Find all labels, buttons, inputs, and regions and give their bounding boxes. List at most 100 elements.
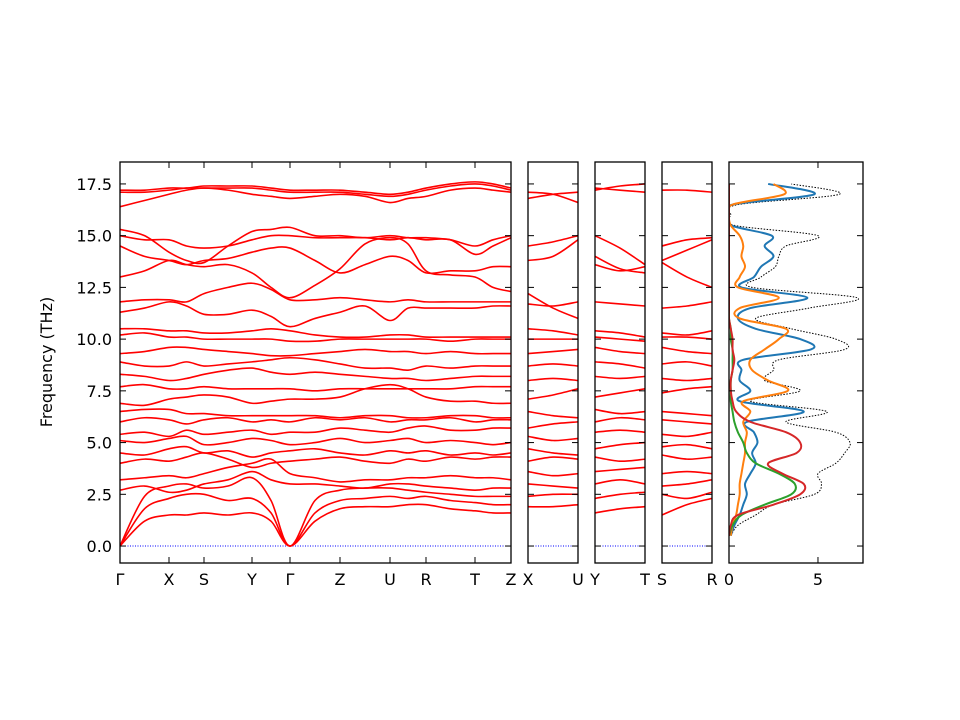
band-line (528, 421, 578, 429)
band-line (662, 361, 712, 367)
dos-line (729, 182, 816, 537)
band-line (528, 447, 578, 456)
band-line (120, 457, 511, 483)
band-line (595, 263, 645, 272)
x-tick-label: Y (589, 570, 600, 589)
dos-line (729, 183, 790, 536)
x-tick-label: Γ (116, 570, 125, 589)
band-line (595, 387, 645, 398)
y-tick-label: 15.0 (76, 227, 112, 246)
band-line (120, 492, 511, 547)
band-line (528, 470, 578, 477)
band-line (595, 375, 645, 380)
band-line (528, 239, 578, 262)
band-line (595, 187, 645, 194)
band-line (120, 282, 511, 303)
x-tick-label: U (384, 570, 396, 589)
band-line (595, 491, 645, 500)
y-tick-label: 12.5 (76, 278, 112, 297)
band-line (662, 491, 712, 500)
band-line (120, 425, 511, 438)
band-line (662, 385, 712, 394)
band-line (662, 236, 712, 247)
x-tick-label: Z (506, 570, 517, 589)
band-line (662, 346, 712, 355)
dos-line (729, 183, 807, 536)
band-line (528, 435, 578, 442)
band-line (595, 441, 645, 450)
band-line (120, 187, 511, 208)
band-line (662, 410, 712, 417)
band-line (120, 226, 511, 265)
band-line (595, 301, 645, 307)
x-tick-label: S (199, 570, 209, 589)
band-line (120, 332, 511, 343)
band-line (595, 456, 645, 463)
x-tick-label: S (657, 570, 667, 589)
band-line (120, 181, 511, 196)
band-line (528, 363, 578, 367)
band-line (662, 189, 712, 194)
band-line (120, 383, 511, 392)
band-line (120, 416, 511, 425)
x-tick-label: 0 (724, 570, 734, 589)
band-line (595, 330, 645, 338)
band-line (528, 456, 578, 462)
y-tick-label: 7.5 (87, 382, 112, 401)
y-tick-label: 10.0 (76, 330, 112, 349)
band-line (595, 346, 645, 355)
band-line (528, 234, 578, 247)
dos-line (729, 183, 860, 536)
band-line (120, 245, 511, 275)
band-line (662, 330, 712, 336)
axes-frame (661, 161, 713, 564)
band-line (662, 377, 712, 382)
band-line (662, 454, 712, 460)
band-line (595, 255, 645, 274)
band-line (595, 408, 645, 415)
band-line (120, 234, 511, 256)
band-line (528, 410, 578, 419)
band-line (120, 346, 511, 357)
band-line (528, 493, 578, 498)
x-tick-label: X (164, 570, 175, 589)
band-line (595, 429, 645, 434)
band-line (120, 327, 511, 339)
band-line (662, 301, 712, 309)
band-line (662, 336, 712, 340)
band-line (528, 301, 578, 307)
band-line (528, 483, 578, 489)
band-line (120, 367, 511, 382)
band-line (120, 408, 511, 419)
band-line (120, 476, 511, 547)
x-tick-label: R (420, 570, 431, 589)
band-line (595, 361, 645, 369)
band-line (662, 470, 712, 475)
band-line (528, 191, 578, 204)
band-line (662, 497, 712, 516)
band-line (120, 356, 511, 371)
band-line (528, 377, 578, 382)
band-line (120, 301, 511, 328)
axes-frame (728, 161, 864, 564)
y-tick-label: 0.0 (87, 537, 112, 556)
band-line (528, 292, 578, 320)
axes-frame (527, 161, 579, 564)
band-line (662, 479, 712, 487)
band-line (662, 431, 712, 438)
y-axis-label: Frequency (THz) (37, 297, 56, 427)
band-line (595, 505, 645, 514)
band-line (662, 261, 712, 289)
band-line (120, 470, 511, 494)
band-line (528, 348, 578, 355)
band-line (595, 416, 645, 423)
x-tick-label: U (572, 570, 584, 589)
band-line (595, 479, 645, 485)
x-tick-label: X (523, 570, 534, 589)
band-line (120, 236, 511, 299)
band-line (528, 327, 578, 336)
x-tick-label: Y (246, 570, 257, 589)
band-line (120, 435, 511, 446)
